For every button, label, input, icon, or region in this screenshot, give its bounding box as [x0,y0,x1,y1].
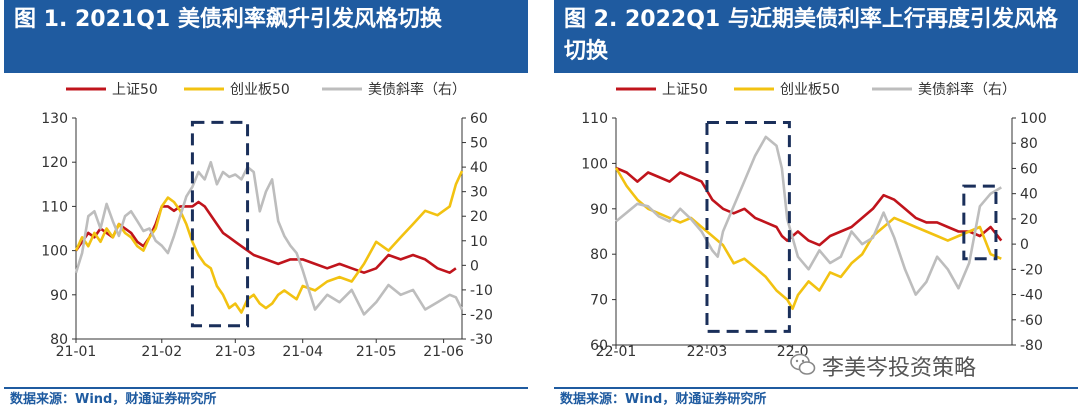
source-text: 数据来源：Wind，财通证券研究所 [10,392,217,407]
y-right-tick-label: 100 [1020,111,1047,127]
y-right-tick-label: -80 [1020,338,1043,354]
x-tick-label: 21-03 [215,344,256,360]
y-left-tick-label: 70 [590,293,608,309]
series-line [74,170,464,314]
legend-label: 美债斜率（右） [368,81,466,98]
y-left-tick-label: 60 [590,338,608,354]
highlight-box [962,184,998,261]
series-line [614,167,1002,310]
y-right-tick-label: 60 [470,111,488,127]
legend-label: 上证50 [112,82,158,98]
series-line [74,160,464,316]
x-tick-label: 21-01 [56,344,97,360]
y-right-tick-label: -40 [1020,288,1043,304]
chart-plot: 13012011010090806050403020100-10-20-3021… [41,81,493,360]
y-right-tick-label: 80 [1020,136,1038,152]
title-bar: 图 1. 2021Q1 美债利率飙升引发风格切换 [4,0,528,73]
x-tick-label: 22-03 [687,344,728,360]
y-right-tick-label: -20 [470,307,493,323]
y-left-tick-label: 80 [50,332,68,348]
x-tick-label: 21-06 [423,344,464,360]
y-right-tick-label: 20 [1020,212,1038,228]
x-tick-label: 21-02 [141,344,182,360]
y-right-tick-label: -30 [470,332,493,348]
y-right-tick-label: -60 [1020,313,1043,329]
legend-label: 创业板50 [230,82,290,98]
y-left-tick-label: 80 [590,247,608,263]
y-right-tick-label: 20 [470,209,488,225]
chart-title: 图 2. 2022Q1 与近期美债利率上行再度引发风格切换 [564,7,1058,64]
legend-label: 美债斜率（右） [918,81,1016,98]
series-line [615,135,1002,296]
highlight-box [190,120,250,328]
y-right-tick-label: -10 [470,283,493,299]
title-bar: 图 2. 2022Q1 与近期美债利率上行再度引发风格切换 [554,0,1078,73]
y-right-tick-label: 50 [470,136,488,152]
source-line: 数据来源：Wind，财通证券研究所 [554,387,1078,413]
watermark-text: 李美岑投资策略 [822,356,977,381]
chart-title: 图 1. 2021Q1 美债利率飙升引发风格切换 [14,7,442,32]
y-right-tick-label: 30 [470,185,488,201]
chart-panel-1: 图 1. 2021Q1 美债利率飙升引发风格切换 130 120 110 100 90 8… [4,0,528,414]
wechat-icon [790,353,816,375]
y-right-tick-label: 0 [470,258,479,274]
legend-label: 上证50 [662,82,708,98]
y-left-tick-label: 110 [581,111,608,127]
series-line [615,166,1003,247]
x-tick-label: 21-05 [356,344,397,360]
y-left-tick-label: 100 [41,244,68,260]
source-text: 数据来源：Wind，财通证券研究所 [560,392,767,407]
y-left-tick-label: 90 [590,202,608,218]
source-line: 数据来源：Wind，财通证券研究所 [4,387,528,413]
highlight-box [705,121,791,333]
y-left-tick-label: 110 [41,199,68,215]
y-right-tick-label: 40 [1020,187,1038,203]
y-left-tick-label: 90 [50,288,68,304]
y-left-tick-label: 130 [41,111,68,127]
x-tick-label: 22-01 [596,344,637,360]
x-tick-label: 22-0 [777,344,809,360]
y-right-tick-label: 40 [470,160,488,176]
y-right-tick-label: -20 [1020,262,1043,278]
chart-panel-2: 图 2. 2022Q1 与近期美债利率上行再度引发风格切换 110 100 90 80… [554,0,1078,414]
chart-plot: 110 100 90 80 70 60 100 80 60 40 20 0 -20 -40 -60 -80 22… [581,81,1047,360]
y-left-tick-label: 100 [581,156,608,172]
x-tick-label: 21-04 [282,344,323,360]
legend-label: 创业板50 [780,82,840,98]
y-left-tick-label: 120 [41,155,68,171]
y-right-tick-label: 10 [470,234,488,250]
y-right-tick-label: 0 [1020,237,1029,253]
y-right-tick-label: 60 [1020,161,1038,177]
